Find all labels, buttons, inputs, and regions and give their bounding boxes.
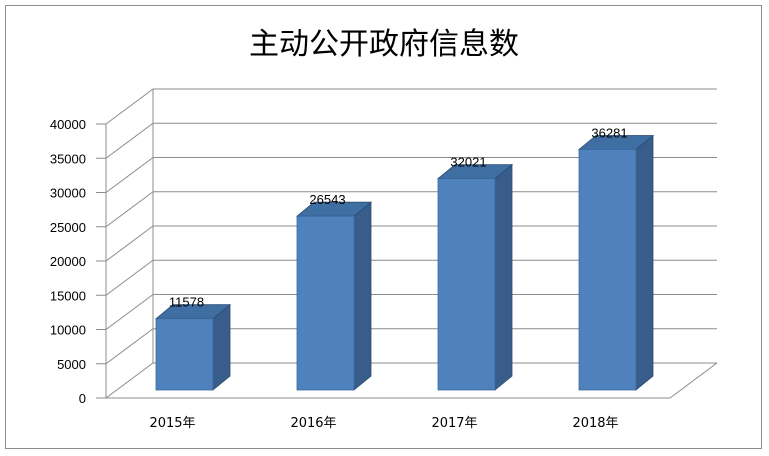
bar (296, 215, 355, 391)
bar (155, 318, 214, 391)
x-tick-label: 2018年 (572, 416, 618, 431)
gridline-side (105, 88, 154, 125)
bar (578, 149, 637, 391)
y-axis-ticks: 0 5000 10000 15000 20000 25000 30000 35000 40000 (50, 117, 106, 406)
bar (437, 178, 496, 391)
gridline-side (105, 294, 154, 330)
y-tick-label: 5000 (57, 357, 86, 372)
y-tick-label: 0 (79, 391, 86, 406)
bar-side (353, 201, 372, 391)
bar-side (212, 303, 231, 391)
y-tick-label: 10000 (50, 323, 86, 338)
y-tick-label: 30000 (50, 186, 86, 201)
y-tick-label: 15000 (50, 288, 86, 303)
gridline-side (105, 259, 154, 296)
gridline-side (105, 191, 154, 228)
bar-side (635, 134, 654, 391)
bar-layer (154, 134, 655, 391)
data-label: 36281 (591, 125, 627, 140)
data-label: 11578 (169, 295, 204, 310)
data-label: 26543 (309, 192, 345, 207)
x-tick-label: 2017年 (431, 416, 477, 431)
gridline-side (105, 157, 154, 193)
x-tick-label: 2015年 (149, 416, 195, 431)
y-tick-label: 40000 (50, 117, 86, 132)
bar-side (494, 163, 513, 391)
gridline-side (105, 328, 154, 365)
gridline-side (105, 362, 154, 399)
floor-right-edge (669, 362, 718, 399)
x-tick-label: 2016年 (290, 416, 336, 431)
x-axis-categories: 2015年 2016年 2017年 2018年 (149, 416, 618, 431)
gridline-side (105, 225, 154, 262)
chart-title: 主动公开政府信息数 (249, 27, 519, 62)
gridline-side (105, 122, 154, 159)
data-label: 32021 (450, 155, 486, 170)
data-labels: 11578 26543 32021 36281 (169, 125, 628, 309)
y-tick-label: 20000 (50, 254, 86, 269)
y-tick-label: 35000 (50, 151, 86, 166)
y-tick-label: 25000 (50, 220, 86, 235)
